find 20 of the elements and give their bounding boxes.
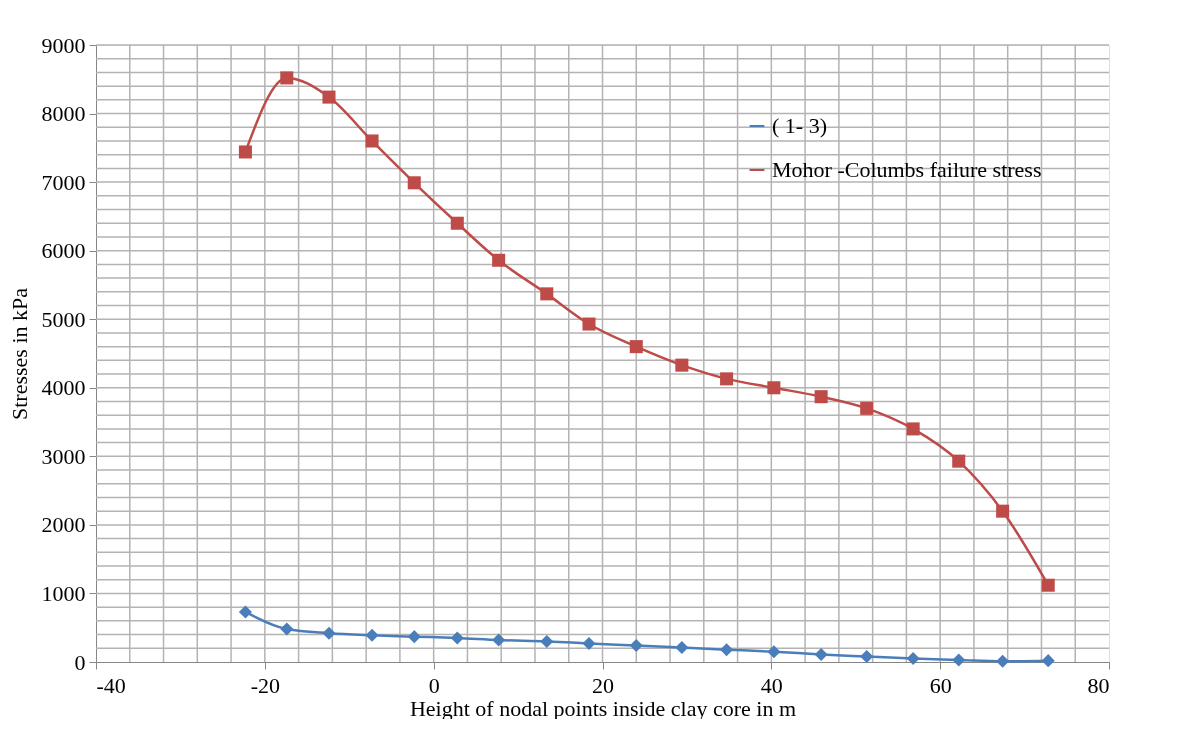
y-axis-title: Stresses in kPa (6, 287, 32, 420)
y-tick-label: 4000 (41, 375, 86, 401)
legend-label: Mohor -Columbs failure stress (772, 157, 1042, 182)
y-tick-label: 3000 (41, 443, 86, 469)
x-tick-label: 40 (760, 672, 783, 698)
y-tick-label: 7000 (41, 169, 86, 195)
x-tick-label: -20 (250, 672, 280, 698)
x-tick-label: 80 (1087, 672, 1110, 698)
y-tick-label: 2000 (41, 512, 86, 538)
x-tick-label: 20 (592, 672, 614, 698)
y-tick-label: 1000 (41, 580, 86, 606)
legend-label: ( 1- 3) (772, 113, 827, 138)
y-tick-label: 5000 (41, 306, 86, 332)
x-tick-label: -40 (96, 672, 126, 698)
x-tick-label: 60 (929, 672, 952, 698)
x-tick-label: 0 (428, 672, 440, 698)
y-tick-label: 9000 (41, 32, 86, 58)
y-tick-label: 0 (74, 649, 86, 675)
y-tick-label: 8000 (41, 101, 86, 127)
y-tick-label: 6000 (41, 238, 86, 264)
